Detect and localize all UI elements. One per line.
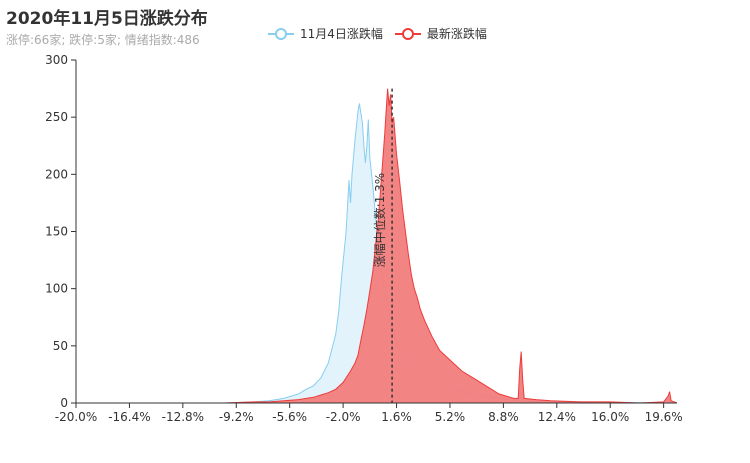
legend-today-icon (394, 27, 421, 40)
x-tick-label: -2.0% (326, 410, 361, 424)
x-tick-label: 5.2% (435, 410, 466, 424)
chart-subtitle: 涨停:66家; 跌停:5家; 情绪指数:486 (6, 33, 200, 47)
y-tick-label: 150 (45, 225, 68, 239)
legend-prev-icon (268, 27, 294, 40)
median-label: 涨幅中位数:1.3% (372, 173, 387, 268)
y-tick-label: 100 (45, 282, 68, 296)
series-today-area (76, 88, 677, 403)
legend-label-prev: 11月4日涨跌幅 (300, 27, 383, 41)
legend-item-today[interactable]: 最新涨跌幅 (394, 25, 487, 42)
y-tick-label: 50 (53, 339, 68, 353)
series-prev-area (76, 103, 670, 404)
legend: 11月4日涨跌幅 最新涨跌幅 (268, 25, 487, 42)
chart-title: 2020年11月5日涨跌分布 (6, 9, 208, 29)
x-tick-label: -20.0% (55, 410, 97, 424)
x-tick-label: -9.2% (219, 410, 254, 424)
y-tick-label: 0 (60, 396, 68, 410)
x-tick-label: 8.8% (488, 410, 519, 424)
y-tick-label: 200 (45, 167, 68, 181)
x-tick-label: 16.0% (591, 410, 629, 424)
x-tick-label: 12.4% (538, 410, 576, 424)
legend-item-prev[interactable]: 11月4日涨跌幅 (268, 25, 383, 42)
x-tick-label: 19.6% (645, 410, 683, 424)
y-tick-label: 250 (45, 110, 68, 124)
x-tick-label: -16.4% (108, 410, 150, 424)
series-today-line (76, 88, 678, 404)
legend-label-today: 最新涨跌幅 (426, 27, 487, 41)
x-tick-label: -5.6% (272, 410, 307, 424)
x-tick-label: 1.6% (381, 410, 412, 424)
x-tick-label: -12.8% (162, 410, 204, 424)
y-tick-label: 300 (45, 53, 68, 67)
